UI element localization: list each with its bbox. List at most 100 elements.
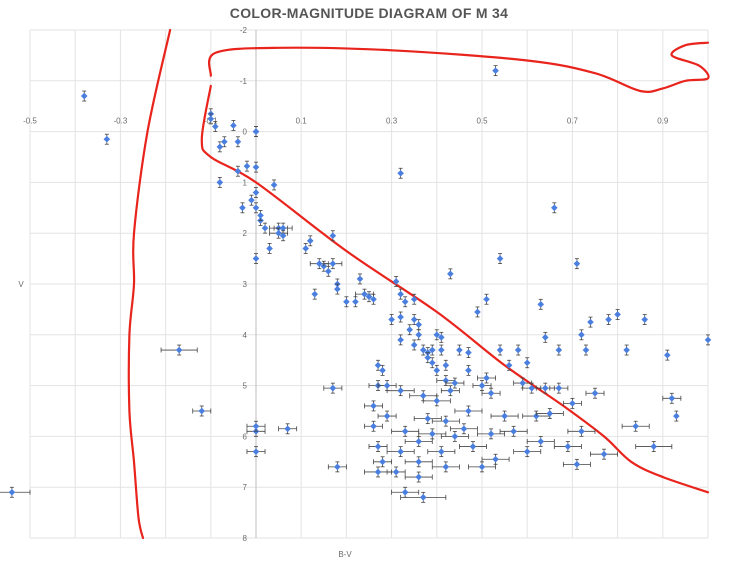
data-point [329,230,337,242]
data-point [391,425,420,437]
data-points [0,65,712,503]
data-point [428,357,436,369]
data-point [496,253,504,265]
data-point [404,456,433,468]
data-point [456,344,463,356]
data-point [230,120,237,131]
data-point [252,253,260,265]
data-point [160,344,198,356]
data-point [458,441,487,452]
x-tick-label: 0.3 [386,117,398,126]
y-tick-label: 3 [243,280,248,289]
y-tick-label: -1 [240,77,248,86]
data-point [513,446,542,458]
data-point [483,293,490,305]
data-point [252,187,260,198]
data-point [549,382,569,394]
x-axis-label: B-V [338,550,352,559]
data-point [415,329,423,341]
data-point [623,344,630,356]
data-point [551,202,558,214]
data-point [216,176,224,188]
data-point [641,314,649,325]
data-point [553,441,582,452]
data-point [413,413,442,425]
data-point [433,329,441,341]
y-tick-label: 5 [243,382,248,391]
y-tick-label: 6 [243,432,248,441]
data-point [418,428,447,440]
data-point [212,121,219,132]
x-tick-label: 0.5 [476,117,488,126]
data-point [397,334,404,346]
y-tick-label: 2 [243,229,248,238]
data-point [246,420,266,432]
data-point [431,415,460,427]
data-point [499,425,528,437]
data-point [410,339,418,351]
annotation-curve [200,84,710,494]
data-point [234,136,242,148]
chart-title: COLOR-MAGNITUDE DIAGRAM OF M 34 [229,5,509,21]
x-tick-label: 0.9 [657,117,669,126]
data-point [573,258,581,270]
data-point [419,344,427,356]
data-point [621,420,650,432]
data-point [465,364,472,376]
data-point [386,385,415,397]
data-point [261,222,269,234]
data-point [266,243,273,254]
data-point [468,461,496,473]
data-point [454,405,483,417]
data-point [673,410,680,422]
data-point [370,293,377,305]
data-point [306,235,314,247]
data-point [373,456,393,468]
data-point [243,160,251,172]
data-point [442,359,450,371]
data-point [555,344,563,356]
data-point [103,133,111,145]
grid [29,29,709,539]
data-point [343,296,350,308]
data-point [400,491,447,503]
x-tick-label: 0.1 [296,117,308,126]
y-tick-label: 7 [243,483,248,492]
data-point [391,486,420,498]
data-point [364,420,383,432]
data-point [270,179,278,191]
y-axis-label: V [18,280,24,289]
data-point [585,387,605,399]
data-point [562,397,582,409]
data-point [440,385,460,397]
data-point [447,268,454,280]
data-point [514,344,522,356]
data-point [477,372,496,384]
data-point [438,331,445,343]
data-point [248,194,255,206]
y-tick-label: 8 [243,534,248,543]
data-point [401,296,409,308]
data-point [662,392,682,404]
data-point [352,296,359,308]
data-point [207,113,215,125]
data-point [562,458,591,470]
data-point [427,446,456,458]
data-point [311,288,319,300]
data-point [537,298,545,310]
data-point [567,425,596,437]
data-point [635,441,673,452]
data-point [590,448,618,460]
data-point [239,202,246,214]
data-point [541,331,549,343]
data-point [392,276,400,287]
data-point [472,380,492,392]
data-point [323,258,343,270]
data-point [424,352,432,364]
data-point [410,293,418,305]
data-point [492,65,499,77]
data-point [397,288,404,300]
data-point [496,344,504,356]
